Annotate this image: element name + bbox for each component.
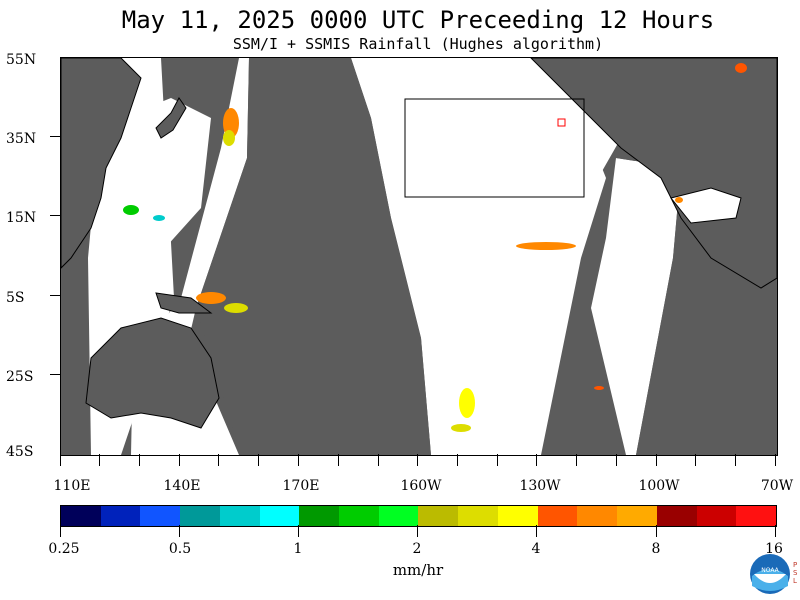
colorbar-label-16: 16	[765, 541, 783, 557]
x-tick	[378, 454, 379, 466]
colorbar-tick	[656, 525, 657, 537]
colorbar-tick	[536, 525, 537, 537]
colorbar-swatch-12	[537, 506, 578, 526]
colorbar-swatch-0	[61, 506, 101, 526]
x-tick	[735, 454, 736, 466]
x-label-100w: 100W	[638, 478, 680, 494]
logo-text: NOAA	[761, 567, 779, 574]
colorbar-tick	[775, 525, 776, 537]
y-label-25s: 25S	[6, 369, 34, 385]
y-label-35n: 35N	[6, 131, 37, 147]
psl-logo-text: PSL	[793, 561, 798, 585]
y-label-15n: 15N	[6, 210, 37, 226]
japan-coast	[155, 97, 187, 139]
x-tick	[417, 454, 418, 466]
x-label-130w: 130W	[519, 478, 561, 494]
x-tick	[775, 454, 776, 466]
x-label-170e: 170E	[282, 478, 320, 494]
north-america-coast	[530, 58, 777, 289]
x-label-110e: 110E	[53, 478, 91, 494]
east-pacific-swath	[521, 58, 606, 455]
colorbar-swatch-5	[259, 506, 300, 526]
x-tick	[218, 454, 219, 466]
x-tick	[139, 454, 140, 466]
colorbar-swatch-14	[617, 506, 657, 526]
x-tick	[536, 454, 537, 466]
x-label-70w: 70W	[760, 478, 794, 494]
hawaii-region-box	[404, 98, 585, 198]
colorbar-tick	[60, 525, 61, 537]
colorbar-swatch-10	[458, 506, 498, 526]
colorbar-swatch-3	[180, 506, 220, 526]
noaa-logo-icon: NOAA	[750, 554, 790, 594]
y-tick	[50, 295, 60, 296]
x-tick	[179, 454, 180, 466]
x-tick	[60, 454, 61, 466]
x-label-140e: 140E	[163, 478, 201, 494]
x-label-160w: 160W	[400, 478, 442, 494]
colorbar-swatch-7	[339, 506, 379, 526]
colorbar-tick	[298, 525, 299, 537]
colorbar-label-1: 1	[293, 541, 303, 557]
colorbar-swatch-15	[656, 506, 697, 526]
y-tick	[50, 136, 60, 137]
x-tick	[298, 454, 299, 466]
x-tick	[576, 454, 577, 466]
small-red-box	[557, 118, 566, 127]
rainfall-map	[60, 57, 778, 456]
x-tick	[695, 454, 696, 466]
map-canvas	[61, 58, 777, 455]
map-title: May 11, 2025 0000 UTC Preceeding 12 Hour…	[121, 6, 715, 34]
colorbar-label-0-25: 0.25	[48, 541, 80, 557]
colorbar-label-8: 8	[651, 541, 661, 557]
colorbar	[60, 505, 777, 527]
colorbar-swatch-6	[299, 506, 340, 526]
y-tick	[50, 215, 60, 216]
y-label-45s: 45S	[6, 444, 34, 460]
colorbar-swatch-11	[497, 506, 538, 526]
y-tick	[50, 374, 60, 375]
x-tick	[616, 454, 617, 466]
colorbar-swatch-13	[577, 506, 618, 526]
map-subtitle: SSM/I + SSMIS Rainfall (Hughes algorithm…	[232, 35, 604, 53]
australia-landmass	[85, 317, 220, 429]
colorbar-label-0-5: 0.5	[168, 541, 192, 557]
swath-4	[591, 158, 681, 455]
central-pacific-gap	[196, 58, 431, 455]
x-tick	[656, 454, 657, 466]
colorbar-label-4: 4	[531, 541, 541, 557]
colorbar-swatch-9	[418, 506, 459, 526]
colorbar-swatch-2	[140, 506, 181, 526]
x-tick	[258, 454, 259, 466]
colorbar-label-2: 2	[412, 541, 422, 557]
rain-patches	[123, 63, 747, 432]
asia-coast	[61, 58, 142, 269]
gulf-of-mexico	[670, 187, 742, 224]
x-tick	[497, 454, 498, 466]
new-guinea-landmass	[155, 292, 213, 314]
x-tick	[99, 454, 100, 466]
colorbar-tick	[179, 525, 180, 537]
colorbar-swatch-1	[100, 506, 141, 526]
colorbar-tick	[417, 525, 418, 537]
x-tick	[457, 454, 458, 466]
colorbar-units: mm/hr	[392, 561, 444, 579]
colorbar-swatch-16	[696, 506, 737, 526]
colorbar-swatch-4	[219, 506, 260, 526]
colorbar-swatch-17	[736, 506, 776, 526]
west-swath-fill	[121, 98, 211, 288]
y-label-5s: 5S	[6, 290, 25, 306]
colorbar-swatch-8	[378, 506, 419, 526]
x-tick	[338, 454, 339, 466]
y-label-55n: 55N	[6, 52, 37, 68]
